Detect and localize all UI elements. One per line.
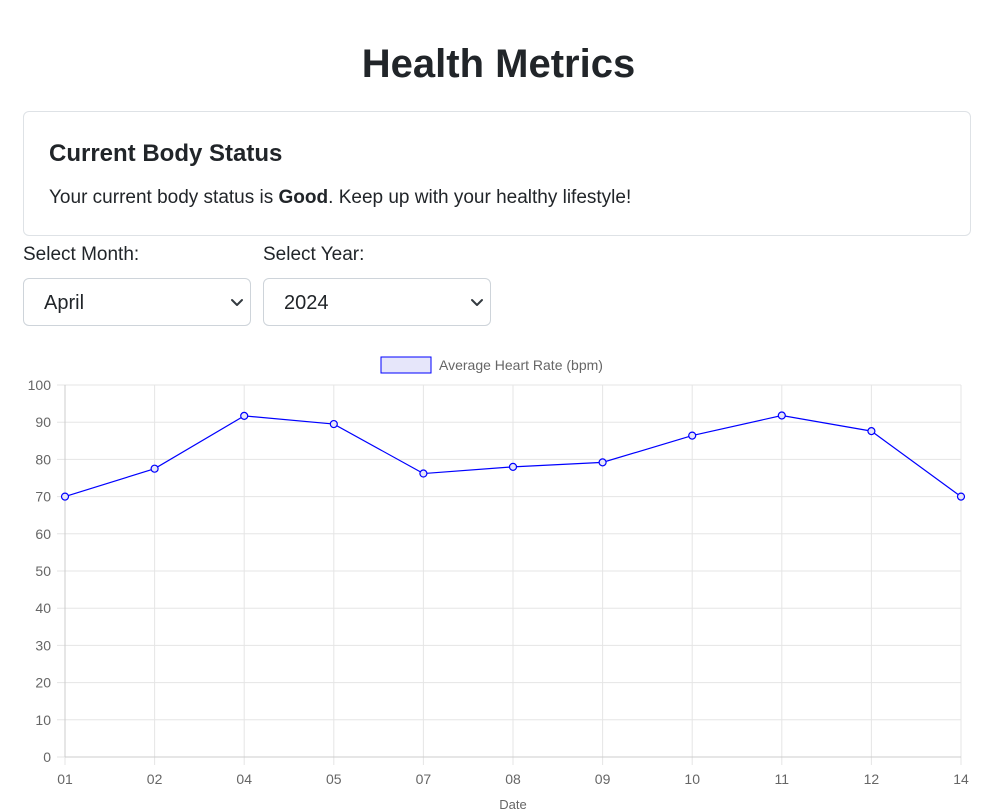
y-tick-label: 40 (35, 600, 51, 616)
y-tick-label: 30 (35, 637, 51, 653)
x-tick-label: 07 (416, 771, 432, 787)
data-point (150, 464, 159, 473)
chevron-down-icon (231, 299, 243, 306)
y-tick-label: 80 (35, 451, 51, 467)
x-tick-label: 01 (57, 771, 73, 787)
x-tick-label: 02 (147, 771, 163, 787)
x-tick-label: 14 (953, 771, 969, 787)
x-tick-label: 11 (775, 771, 790, 787)
status-text-after: . Keep up with your healthy lifestyle! (328, 187, 632, 208)
y-tick-label: 70 (35, 489, 51, 505)
data-point (867, 427, 876, 436)
x-tick-label: 12 (864, 771, 880, 787)
data-point (956, 492, 966, 501)
data-point (598, 458, 607, 467)
status-card: Current Body Status Your current body st… (23, 111, 971, 236)
chevron-down-icon (471, 299, 483, 306)
year-label: Select Year: (263, 244, 365, 265)
data-point (60, 492, 70, 501)
month-label: Select Month: (23, 244, 140, 265)
y-tick-label: 50 (35, 563, 51, 579)
page-title: Health Metrics (361, 42, 636, 86)
status-value: Good (278, 187, 329, 208)
x-axis-title: Date (499, 797, 526, 812)
data-point (419, 469, 428, 478)
status-message: Your current body status is Good. Keep u… (49, 185, 631, 211)
y-tick-label: 90 (35, 414, 51, 430)
data-point (240, 411, 249, 420)
y-tick-label: 0 (43, 749, 51, 765)
x-tick-label: 10 (684, 771, 700, 787)
month-select-value: April (44, 292, 85, 314)
legend-label: Average Heart Rate (bpm) (439, 357, 603, 373)
y-tick-label: 20 (35, 675, 51, 691)
data-point (777, 411, 786, 420)
data-point (508, 462, 518, 471)
x-tick-label: 04 (236, 771, 252, 787)
legend-swatch (380, 356, 432, 374)
year-select-value: 2024 (284, 292, 329, 314)
data-point (688, 431, 697, 440)
y-tick-label: 100 (28, 377, 52, 393)
x-tick-label: 05 (326, 771, 342, 787)
data-point (329, 419, 338, 429)
year-select[interactable]: 2024 (263, 278, 491, 326)
x-tick-label: 08 (505, 771, 521, 787)
month-select[interactable]: April (23, 278, 251, 326)
status-card-title: Current Body Status (49, 140, 283, 167)
y-tick-label: 10 (35, 712, 51, 728)
status-text-before: Your current body status is (49, 187, 279, 208)
x-tick-label: 09 (595, 771, 611, 787)
y-tick-label: 60 (35, 526, 51, 542)
